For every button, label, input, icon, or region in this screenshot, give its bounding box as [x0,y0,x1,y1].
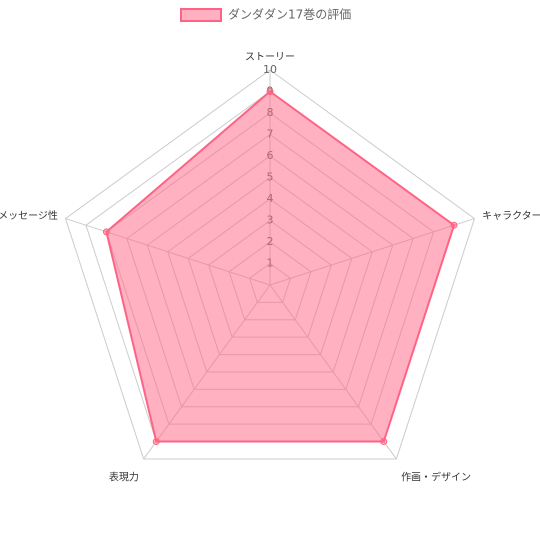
data-point [102,228,110,236]
point-label: メッセージ性 [0,209,58,222]
data-area [105,90,456,443]
data-point [380,438,388,446]
grid-line [64,69,476,460]
point-label: キャラクター [482,210,540,222]
legend-swatch[interactable] [180,8,222,22]
legend-label[interactable]: ダンダダン17巻の評価 [228,7,351,22]
point-label: ストーリー [245,52,295,63]
data-point [450,221,458,229]
point-label: 表現力 [109,470,139,483]
r-tick-label: 10 [263,63,277,76]
data-point [266,88,274,95]
data-point [152,438,160,446]
point-label: 作画・デザイン [401,470,471,483]
